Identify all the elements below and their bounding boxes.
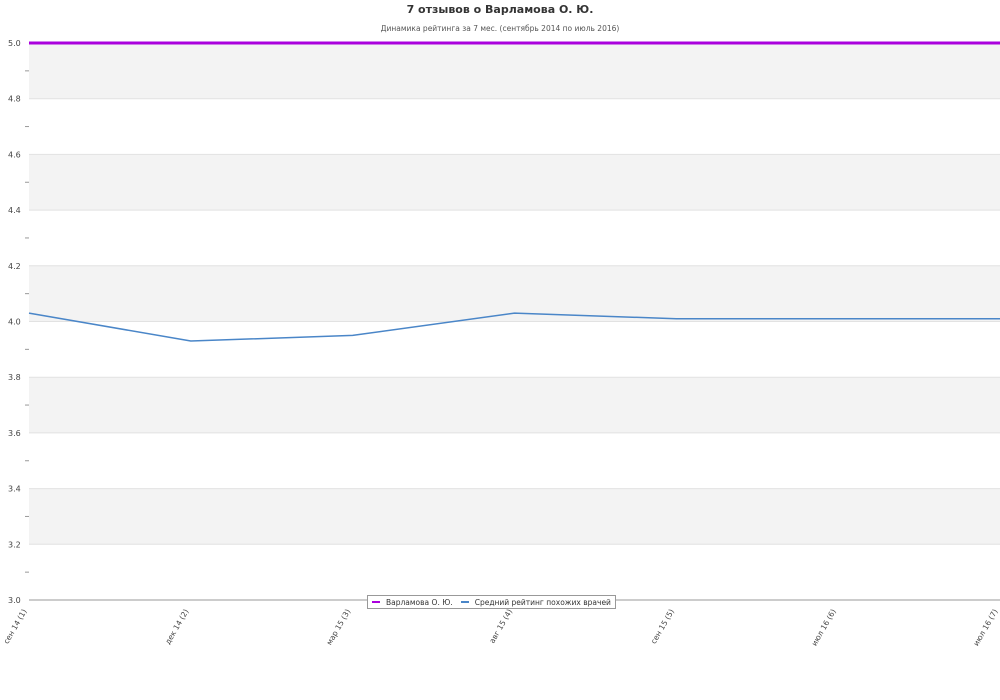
x-tick-label: сен 14 (1) xyxy=(2,607,29,645)
x-tick-label: июл 16 (6) xyxy=(810,607,838,647)
series-line-average[interactable] xyxy=(28,312,1000,342)
y-tick-label: 3.8 xyxy=(8,373,21,382)
legend-swatch-doctor xyxy=(372,601,380,603)
chart-legend: Варламова О. Ю. Средний рейтинг похожих … xyxy=(367,595,616,609)
x-tick-label: дек 14 (2) xyxy=(163,607,190,646)
legend-item-average[interactable]: Средний рейтинг похожих врачей xyxy=(460,597,611,607)
y-tick-label: 5.0 xyxy=(8,39,21,48)
legend-label-doctor: Варламова О. Ю. xyxy=(386,597,453,607)
y-tick-label: 3.0 xyxy=(8,596,21,605)
legend-swatch-average xyxy=(460,601,469,603)
x-tick-label: сен 15 (5) xyxy=(649,607,676,645)
y-tick-label: 4.8 xyxy=(8,95,21,104)
plot-band xyxy=(29,544,1000,600)
y-tick-label: 3.2 xyxy=(8,540,21,549)
plot-band xyxy=(29,98,1000,155)
chart-subtitle: Динамика рейтинга за 7 мес. (сентябрь 20… xyxy=(380,24,620,33)
y-tick-label: 3.4 xyxy=(8,485,21,494)
y-tick-label: 4.4 xyxy=(8,206,21,215)
plot-band xyxy=(29,432,1000,489)
plot-band xyxy=(29,154,1000,211)
plot-band xyxy=(29,377,1000,433)
x-tick-label: мар 15 (3) xyxy=(325,607,353,646)
legend-item-doctor[interactable]: Варламова О. Ю. xyxy=(372,598,453,607)
x-tick-label: июл 16 (7) xyxy=(971,607,999,647)
plot-band xyxy=(29,321,1000,378)
plot-band xyxy=(29,43,1000,99)
y-tick-label: 3.6 xyxy=(8,429,21,438)
plot-band xyxy=(29,265,1000,322)
plot-band xyxy=(29,210,1000,266)
y-tick-label: 4.6 xyxy=(8,150,21,159)
legend-label-average: Средний рейтинг похожих врачей xyxy=(474,597,611,607)
plot-band xyxy=(29,488,1000,545)
y-tick-label: 4.0 xyxy=(8,318,21,327)
x-tick-label: авг 15 (4) xyxy=(487,607,514,644)
y-tick-label: 4.2 xyxy=(8,262,21,271)
chart-title: 7 отзывов о Варламова О. Ю. xyxy=(406,3,594,16)
